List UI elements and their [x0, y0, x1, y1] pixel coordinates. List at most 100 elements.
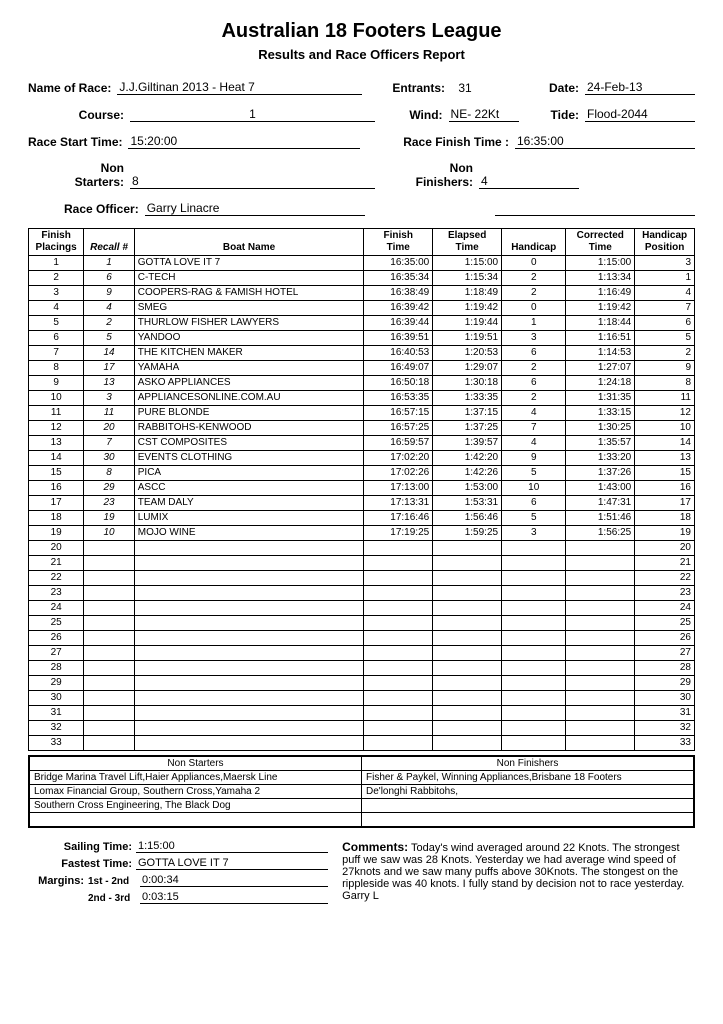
nf-cell [362, 813, 695, 827]
table-cell [364, 676, 433, 691]
th-ftime-bot: Time [387, 242, 410, 253]
nf-cell [362, 799, 695, 813]
table-cell: APPLIANCESONLINE.COM.AU [134, 391, 364, 406]
course-value: 1 [130, 107, 375, 122]
table-cell: 10 [635, 421, 695, 436]
table-cell: 3 [29, 286, 84, 301]
table-cell: COOPERS-RAG & FAMISH HOTEL [134, 286, 364, 301]
table-cell [433, 661, 502, 676]
th-ctime-top: Corrected [577, 230, 624, 241]
table-cell: 5 [84, 331, 135, 346]
table-cell: 1:24:18 [566, 376, 635, 391]
non-finishers-bot: Finishers: [416, 175, 473, 189]
non-starters-top: Non [28, 161, 124, 175]
table-cell: 1:35:57 [566, 436, 635, 451]
table-cell: 2 [502, 271, 566, 286]
table-cell: 1 [635, 271, 695, 286]
table-cell: 23 [84, 496, 135, 511]
table-cell [566, 631, 635, 646]
table-cell: 0 [502, 256, 566, 271]
table-cell: 1:29:07 [433, 361, 502, 376]
table-row: 2424 [29, 601, 695, 616]
table-cell [502, 721, 566, 736]
table-cell: 16:50:18 [364, 376, 433, 391]
table-cell [433, 556, 502, 571]
table-cell [502, 586, 566, 601]
table-cell: 1:56:25 [566, 526, 635, 541]
table-cell: 1 [502, 316, 566, 331]
table-cell [84, 586, 135, 601]
non-row: Bridge Marina Travel Lift,Haier Applianc… [29, 771, 694, 785]
table-cell: 14 [84, 346, 135, 361]
table-cell: 17 [29, 496, 84, 511]
th-etime-top: Elapsed [448, 230, 486, 241]
table-cell: 26 [29, 631, 84, 646]
table-cell: 8 [84, 466, 135, 481]
table-cell: LUMIX [134, 511, 364, 526]
table-cell [84, 541, 135, 556]
table-row: 2626 [29, 631, 695, 646]
th-boat: Boat Name [223, 242, 275, 253]
table-cell [433, 736, 502, 751]
table-cell: 24 [635, 601, 695, 616]
table-cell: 32 [635, 721, 695, 736]
table-cell: 8 [29, 361, 84, 376]
table-cell: 17:02:20 [364, 451, 433, 466]
nf-cell: Fisher & Paykel, Winning Appliances,Bris… [362, 771, 695, 785]
table-cell: 20 [635, 541, 695, 556]
table-cell [566, 601, 635, 616]
table-cell: 29 [29, 676, 84, 691]
table-cell: 10 [84, 526, 135, 541]
table-cell [134, 676, 364, 691]
table-cell: 11 [635, 391, 695, 406]
wind-label: Wind: [409, 108, 442, 122]
table-row: 2121 [29, 556, 695, 571]
table-cell: 4 [84, 301, 135, 316]
table-cell [84, 571, 135, 586]
table-cell: 33 [635, 736, 695, 751]
table-cell: 21 [635, 556, 695, 571]
table-row: 3030 [29, 691, 695, 706]
table-cell: 2 [502, 286, 566, 301]
table-cell [566, 706, 635, 721]
table-cell [502, 661, 566, 676]
table-cell [134, 691, 364, 706]
table-cell [566, 556, 635, 571]
table-cell: 9 [502, 451, 566, 466]
table-row: 137CST COMPOSITES16:59:571:39:5741:35:57… [29, 436, 695, 451]
table-cell: 17:16:46 [364, 511, 433, 526]
race-name-label: Name of Race: [28, 81, 111, 95]
table-cell: 1:15:00 [433, 256, 502, 271]
table-cell: 16:59:57 [364, 436, 433, 451]
table-row: 26C-TECH16:35:341:15:3421:13:341 [29, 271, 695, 286]
table-cell: 6 [502, 496, 566, 511]
table-cell: C-TECH [134, 271, 364, 286]
table-cell: THE KITCHEN MAKER [134, 346, 364, 361]
table-row: 158PICA17:02:261:42:2651:37:2615 [29, 466, 695, 481]
table-cell: 12 [29, 421, 84, 436]
table-cell [134, 586, 364, 601]
table-cell [364, 661, 433, 676]
table-cell: 14 [29, 451, 84, 466]
table-cell: 5 [635, 331, 695, 346]
table-cell: 12 [635, 406, 695, 421]
officer-blank [495, 201, 695, 216]
table-cell: 1 [84, 256, 135, 271]
finish-time-value: 16:35:00 [515, 134, 695, 149]
table-cell: 18 [29, 511, 84, 526]
table-cell [433, 586, 502, 601]
table-cell [433, 631, 502, 646]
table-cell [502, 556, 566, 571]
table-row: 2828 [29, 661, 695, 676]
table-cell: 1:53:00 [433, 481, 502, 496]
table-cell: EVENTS CLOTHING [134, 451, 364, 466]
table-cell: 31 [635, 706, 695, 721]
page-title: Australian 18 Footers League [28, 20, 695, 43]
table-cell [364, 586, 433, 601]
table-cell: 1:18:44 [566, 316, 635, 331]
table-row: 2222 [29, 571, 695, 586]
table-cell: 15 [29, 466, 84, 481]
table-cell: 3 [502, 331, 566, 346]
table-cell: 16:35:00 [364, 256, 433, 271]
table-row: 3232 [29, 721, 695, 736]
